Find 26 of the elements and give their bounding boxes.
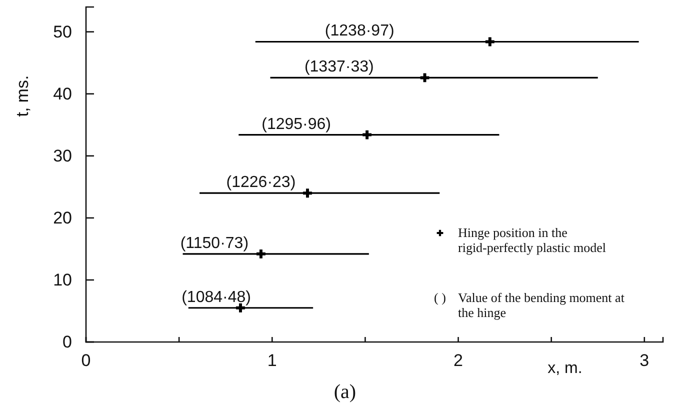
y-tick-label: 30 xyxy=(53,146,72,166)
annotation: ( ) xyxy=(434,290,446,305)
annotation: (1238·97) xyxy=(324,22,394,40)
y-tick-label: 10 xyxy=(53,270,72,290)
y-tick-label: 50 xyxy=(53,22,72,42)
x-tick-label: 2 xyxy=(454,351,463,370)
y-axis-title: t, ms. xyxy=(13,75,32,117)
point xyxy=(256,249,266,258)
annotation: (1150·73) xyxy=(180,234,249,252)
x-tick-label: 1 xyxy=(267,351,277,370)
annotation: (1226·23) xyxy=(226,174,296,192)
annotation: Value of the bending moment at the hinge xyxy=(458,290,625,320)
y-tick-label: 20 xyxy=(53,208,72,228)
text: (a) xyxy=(334,381,356,403)
point xyxy=(362,130,372,140)
annotation: (1337·33) xyxy=(304,58,374,76)
y-tick-label: 40 xyxy=(53,84,72,104)
y-tick-label: 0 xyxy=(62,332,72,352)
x-tick-label: 3 xyxy=(640,351,650,370)
x-tick-label: 0 xyxy=(81,351,91,370)
legend-label: Hinge position in the rigid-perfectly plastic model xyxy=(458,225,606,255)
point xyxy=(303,188,312,198)
x-axis-title: x, m. xyxy=(548,360,582,377)
point xyxy=(485,37,494,46)
annotation: (1295·96) xyxy=(262,116,332,133)
annotation: (1084·48) xyxy=(182,288,251,306)
